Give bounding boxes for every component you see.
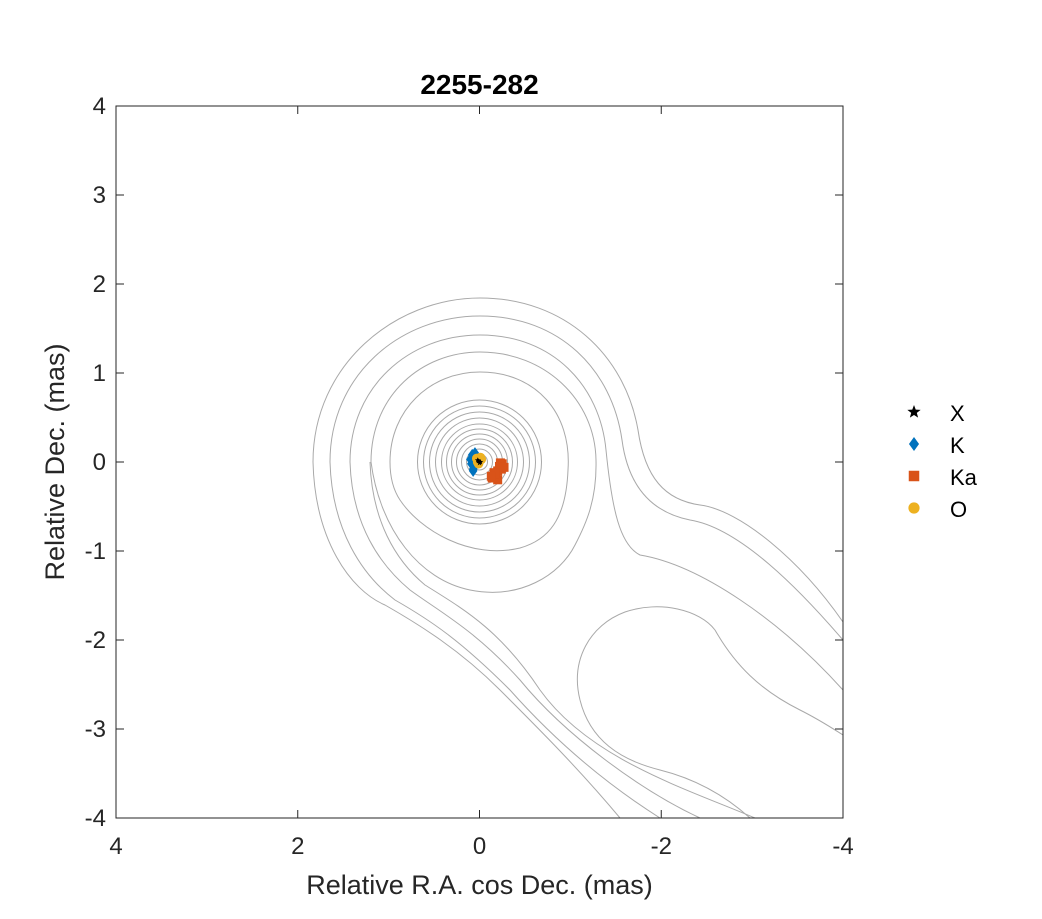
contour-line <box>429 411 530 513</box>
contour-line <box>370 351 597 593</box>
y-tick-label: 2 <box>93 271 106 298</box>
x-axis-label: Relative R.A. cos Dec. (mas) <box>306 870 653 900</box>
contour-line <box>329 315 843 641</box>
x-tick-label: 4 <box>109 833 122 860</box>
point-ka <box>486 471 496 481</box>
contour-line <box>451 433 508 491</box>
series-ka <box>486 458 509 485</box>
contour-line <box>349 461 701 818</box>
legend-marker <box>908 437 920 451</box>
legend-entry-ka: Ka <box>908 465 978 490</box>
y-tick-label: 1 <box>93 360 106 387</box>
legend-label: K <box>950 433 965 458</box>
legend-entry-x: X <box>907 401 965 426</box>
y-tick-label: -2 <box>85 627 106 654</box>
legend-entry-k: K <box>908 433 965 458</box>
y-tick-label: 3 <box>93 182 106 209</box>
point-x <box>474 457 481 463</box>
contour-line <box>329 461 661 818</box>
contour-line <box>446 428 513 496</box>
legend-marker <box>908 470 920 482</box>
contour-line <box>579 699 751 818</box>
y-tick-label: -3 <box>85 716 106 743</box>
contour-line <box>369 461 756 818</box>
contour-line <box>312 297 843 623</box>
legend-entry-o: O <box>908 497 967 522</box>
contour-line <box>417 399 542 525</box>
contour-line <box>312 461 621 818</box>
chart-title: 2255-282 <box>420 69 538 100</box>
legend: XK Ka O <box>907 401 978 522</box>
y-tick-label: -4 <box>85 805 106 832</box>
y-tick-label: 4 <box>93 93 106 120</box>
point-ka <box>499 462 509 472</box>
point-x <box>477 459 484 465</box>
series-x <box>474 457 484 466</box>
contour-line <box>349 334 843 691</box>
legend-label: O <box>950 497 967 522</box>
legend-label: X <box>950 401 965 426</box>
point-ka <box>493 475 503 485</box>
y-tick-label: -1 <box>85 538 106 565</box>
contour-line <box>435 417 524 507</box>
legend-marker <box>907 405 921 418</box>
x-tick-label: 0 <box>473 833 486 860</box>
y-tick-label: 0 <box>93 449 106 476</box>
axis-ticks <box>115 105 844 819</box>
contour-line <box>441 423 518 501</box>
x-tick-label: 2 <box>291 833 304 860</box>
legend-label: Ka <box>950 465 978 490</box>
contour-line <box>389 371 569 552</box>
contour-line <box>466 448 493 476</box>
contour-line <box>423 405 536 519</box>
x-tick-label: -2 <box>651 833 672 860</box>
data-points <box>466 447 509 485</box>
legend-marker <box>908 502 920 514</box>
x-tick-label: -4 <box>832 833 853 860</box>
point-k <box>468 464 478 477</box>
y-axis-label: Relative Dec. (mas) <box>40 343 70 580</box>
contour-line <box>576 606 843 736</box>
contour-map <box>312 297 843 818</box>
tick-labels: 4 2 0 -2 -4 -4 -3 -2 -1 0 1 2 3 4 <box>85 93 854 860</box>
